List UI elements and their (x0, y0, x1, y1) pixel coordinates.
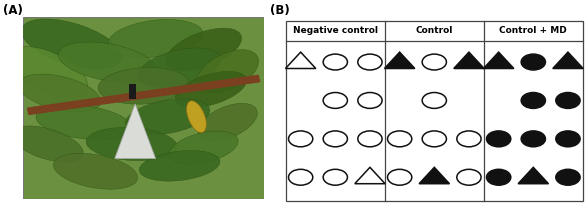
Circle shape (486, 131, 511, 147)
Circle shape (422, 131, 447, 147)
Circle shape (358, 54, 382, 70)
Circle shape (358, 93, 382, 108)
Circle shape (457, 131, 481, 147)
Polygon shape (115, 104, 156, 159)
Ellipse shape (186, 101, 206, 133)
Ellipse shape (198, 103, 257, 141)
Polygon shape (454, 52, 484, 69)
Ellipse shape (166, 28, 241, 71)
Text: Control + MD: Control + MD (499, 26, 567, 36)
Polygon shape (355, 167, 385, 184)
Circle shape (387, 131, 412, 147)
Text: (A): (A) (3, 4, 22, 17)
Circle shape (358, 131, 382, 147)
Circle shape (323, 54, 347, 70)
Ellipse shape (139, 150, 220, 181)
Ellipse shape (169, 131, 238, 164)
Ellipse shape (197, 50, 258, 93)
Polygon shape (384, 52, 415, 69)
Circle shape (323, 131, 347, 147)
Text: Negative control: Negative control (293, 26, 378, 36)
Ellipse shape (86, 127, 177, 161)
Circle shape (387, 169, 412, 185)
Circle shape (521, 93, 546, 108)
Circle shape (521, 54, 546, 70)
Ellipse shape (18, 74, 101, 112)
Circle shape (288, 169, 313, 185)
Circle shape (422, 54, 447, 70)
Circle shape (556, 131, 580, 147)
Circle shape (521, 131, 546, 147)
Ellipse shape (138, 48, 221, 87)
Text: (B): (B) (270, 4, 289, 17)
Circle shape (422, 93, 447, 108)
Ellipse shape (98, 68, 189, 104)
FancyArrow shape (28, 75, 260, 114)
Ellipse shape (175, 71, 247, 107)
Polygon shape (518, 167, 548, 184)
Ellipse shape (8, 46, 87, 96)
Circle shape (486, 169, 511, 185)
Bar (286, 21, 583, 201)
Circle shape (556, 169, 580, 185)
Ellipse shape (36, 105, 131, 139)
Bar (129, 84, 137, 98)
Polygon shape (483, 52, 514, 69)
Circle shape (457, 169, 481, 185)
Circle shape (288, 131, 313, 147)
Ellipse shape (53, 153, 138, 189)
Circle shape (556, 93, 580, 108)
Circle shape (323, 93, 347, 108)
Polygon shape (285, 52, 316, 69)
Circle shape (323, 169, 347, 185)
Ellipse shape (12, 126, 83, 162)
Text: Control: Control (415, 26, 453, 36)
Ellipse shape (108, 20, 203, 57)
Ellipse shape (59, 42, 156, 82)
Polygon shape (553, 52, 583, 69)
Ellipse shape (21, 19, 122, 69)
Polygon shape (419, 167, 449, 184)
Ellipse shape (125, 99, 210, 135)
